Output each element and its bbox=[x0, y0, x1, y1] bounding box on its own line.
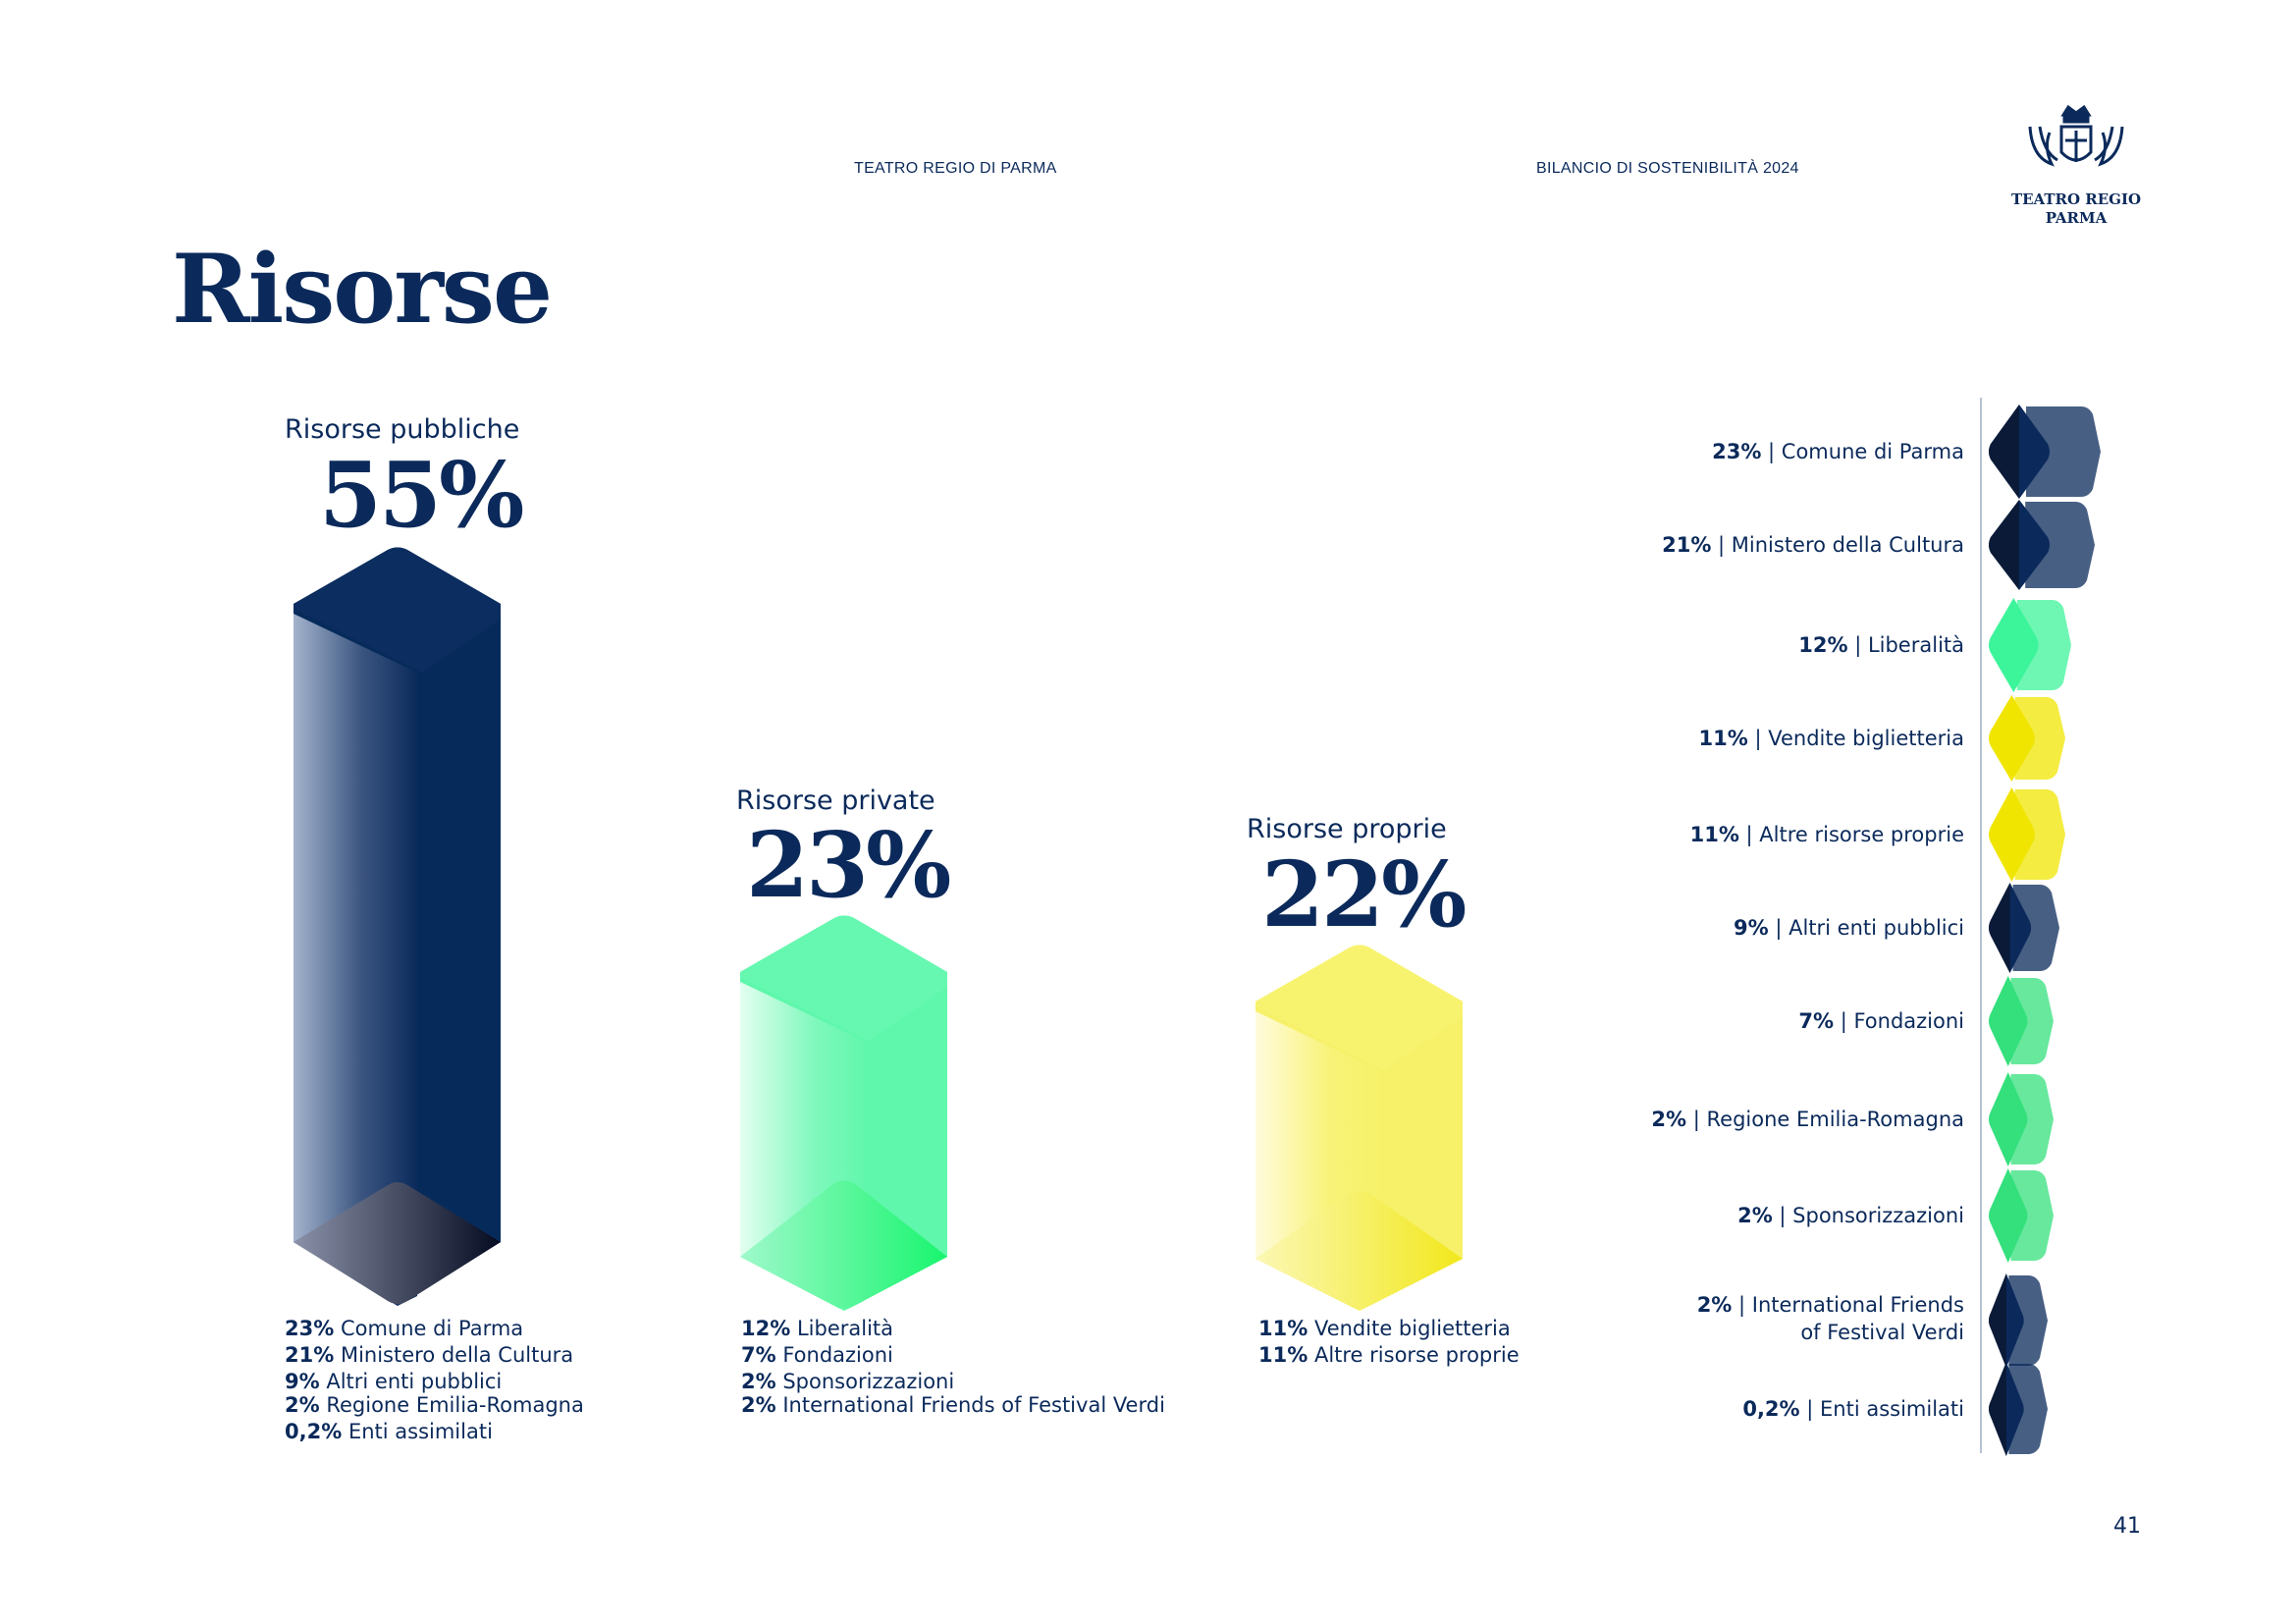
group-percent-public: 55% bbox=[319, 442, 524, 548]
page-title: Risorse bbox=[172, 234, 553, 345]
list-item: 11% Vendite biglietteria bbox=[1258, 1317, 1511, 1340]
bar-private bbox=[740, 915, 947, 1311]
group-percent-own: 22% bbox=[1261, 841, 1467, 947]
legend-gem-marker bbox=[1989, 1168, 2054, 1263]
legend-item: 11% | Vendite biglietteria bbox=[1699, 725, 1964, 752]
legend-item-percent: 23% bbox=[1712, 440, 1762, 463]
header-organization: TEATRO REGIO DI PARMA bbox=[854, 160, 1057, 177]
legend-item-label: | Regione Emilia-Romagna bbox=[1686, 1108, 1964, 1131]
list-item: 12% Liberalità bbox=[741, 1317, 894, 1340]
list-item: 7% Fondazioni bbox=[741, 1343, 893, 1367]
group-label-private: Risorse private bbox=[736, 785, 935, 816]
legend-item-percent: 11% bbox=[1689, 823, 1739, 846]
list-item: 11% Altre risorse proprie bbox=[1258, 1343, 1520, 1367]
list-item: 0,2% Enti assimilati bbox=[285, 1420, 493, 1443]
group-label-public: Risorse pubbliche bbox=[285, 414, 520, 445]
legend-item-percent: 7% bbox=[1798, 1009, 1835, 1033]
legend-item-label: | Altre risorse proprie bbox=[1738, 823, 1964, 846]
legend-gem-marker bbox=[1989, 787, 2065, 882]
teatro-regio-logo: TEATRO REGIO PARMA bbox=[2002, 103, 2150, 231]
legend-item-percent: 12% bbox=[1798, 633, 1848, 657]
legend-item: 21% | Ministero della Cultura bbox=[1662, 531, 1964, 559]
legend-item-percent: 2% bbox=[1737, 1204, 1773, 1227]
header-report-title: BILANCIO DI SOSTENIBILITÀ 2024 bbox=[1536, 160, 1799, 177]
legend-gem-marker bbox=[1989, 405, 2101, 499]
legend-item: 11% | Altre risorse proprie bbox=[1690, 821, 1964, 848]
group-label-own: Risorse proprie bbox=[1247, 814, 1447, 844]
legend-item-label: | Comune di Parma bbox=[1761, 440, 1964, 463]
bar-public bbox=[294, 547, 501, 1306]
legend-item: 0,2% | Enti assimilati bbox=[1742, 1395, 1964, 1423]
legend-item: 12% | Liberalità bbox=[1798, 631, 1964, 659]
legend-item: 9% | Altri enti pubblici bbox=[1734, 914, 1964, 942]
legend-gem-marker bbox=[1989, 1072, 2054, 1166]
list-item: 2% Sponsorizzazioni bbox=[741, 1370, 955, 1393]
legend-divider bbox=[1980, 398, 1982, 1453]
legend-item-percent: 2% bbox=[1651, 1108, 1687, 1131]
crown-crest-icon bbox=[2028, 104, 2124, 167]
legend-item-percent: 0,2% bbox=[1742, 1397, 1800, 1421]
legend-gem-marker bbox=[1989, 1273, 2048, 1368]
list-own: 11% Vendite biglietteria 11% Altre risor… bbox=[1258, 1316, 1520, 1369]
legend-item: 7% | Fondazioni bbox=[1798, 1007, 1964, 1035]
list-item: 2% International Friends of Festival Ver… bbox=[741, 1393, 1165, 1417]
legend-item-percent: 21% bbox=[1662, 533, 1712, 557]
legend-item-label: | Ministero della Cultura bbox=[1711, 533, 1964, 557]
legend-gem-marker bbox=[1989, 598, 2071, 692]
legend-item: 2% | Sponsorizzazioni bbox=[1737, 1202, 1964, 1229]
legend-item-label: | Vendite biglietteria bbox=[1747, 727, 1964, 750]
legend-item-label-line2: of Festival Verdi bbox=[1800, 1321, 1964, 1344]
list-item: 2% Regione Emilia-Romagna bbox=[285, 1393, 584, 1417]
legend-item-label: | Fondazioni bbox=[1834, 1009, 1964, 1033]
legend-gem-marker bbox=[1989, 695, 2065, 782]
legend-item-percent: 9% bbox=[1734, 916, 1769, 940]
page-number: 41 bbox=[2113, 1514, 2141, 1539]
bar-own bbox=[1255, 945, 1463, 1311]
legend-item-label: | Liberalità bbox=[1847, 633, 1964, 657]
legend-item-percent: 11% bbox=[1698, 727, 1748, 750]
logo-wordmark: TEATRO REGIO PARMA bbox=[2010, 190, 2142, 227]
group-percent-private: 23% bbox=[746, 812, 951, 918]
legend-item-label: | International Friends bbox=[1732, 1293, 1964, 1317]
legend-gem-marker bbox=[1989, 883, 2059, 973]
legend-item: 2% | International Friends of Festival Ve… bbox=[1697, 1291, 1964, 1346]
legend-item-label: | Enti assimilati bbox=[1799, 1397, 1964, 1421]
legend-gem-marker bbox=[1989, 976, 2054, 1066]
legend-item-label: | Altri enti pubblici bbox=[1768, 916, 1964, 940]
list-private: 12% Liberalità 7% Fondazioni 2% Sponsori… bbox=[741, 1316, 1165, 1419]
legend-item: 2% | Regione Emilia-Romagna bbox=[1651, 1106, 1964, 1133]
list-item: 21% Ministero della Cultura bbox=[285, 1343, 574, 1367]
legend-gem-marker bbox=[1989, 1362, 2048, 1456]
legend-item: 23% | Comune di Parma bbox=[1712, 438, 1964, 465]
list-item: 23% Comune di Parma bbox=[285, 1317, 524, 1340]
legend-gem-marker bbox=[1989, 500, 2095, 590]
list-item: 9% Altri enti pubblici bbox=[285, 1370, 503, 1393]
list-public: 23% Comune di Parma 21% Ministero della … bbox=[285, 1316, 584, 1445]
legend-item-label: | Sponsorizzazioni bbox=[1772, 1204, 1964, 1227]
legend-item-percent: 2% bbox=[1696, 1293, 1733, 1317]
